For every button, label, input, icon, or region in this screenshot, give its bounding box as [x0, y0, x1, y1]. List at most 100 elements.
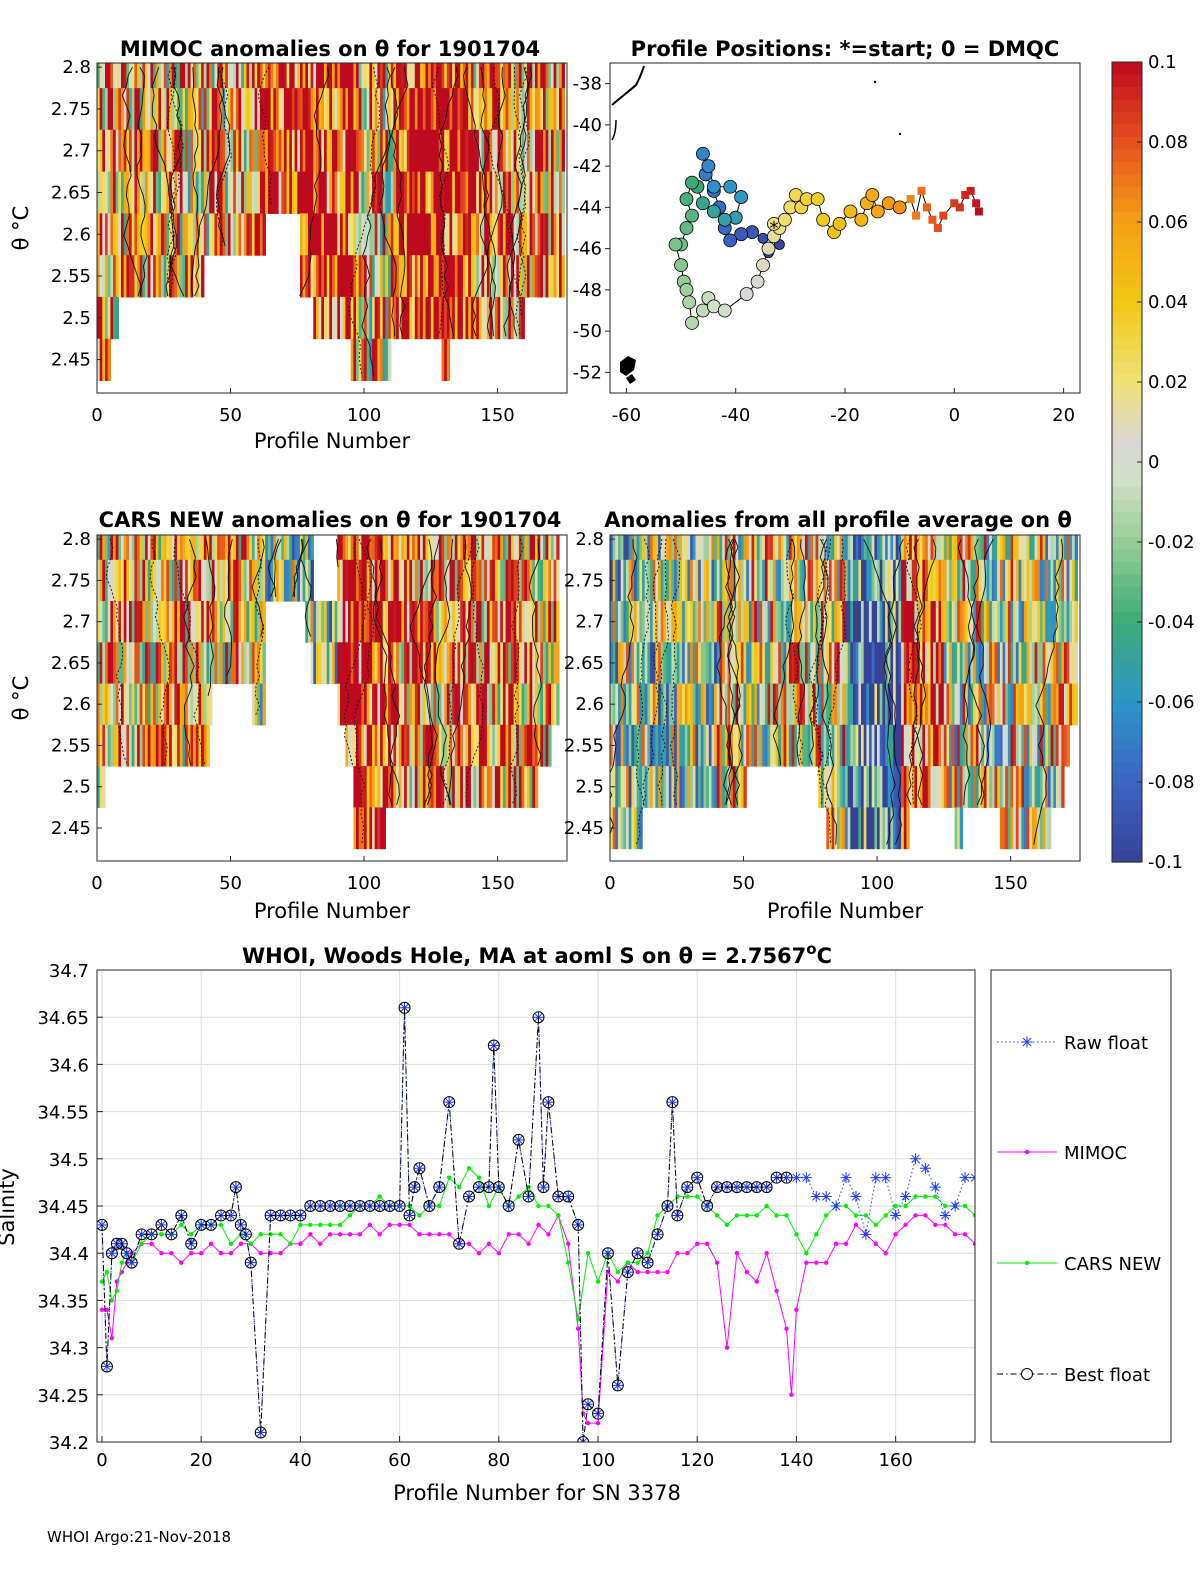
heatmap-cell [489, 88, 493, 131]
heatmap-cell [1002, 535, 1006, 561]
contour-line [190, 67, 225, 297]
heatmap-cell [492, 296, 496, 340]
heatmap-cell [650, 766, 654, 808]
heatmap-cell [492, 171, 496, 214]
heatmap-cell [529, 255, 533, 298]
heatmap-cell [898, 535, 902, 561]
heatmap-cell [919, 601, 924, 643]
heatmap-cell [214, 171, 218, 214]
heatmap-cell [438, 766, 443, 808]
heatmap-cell [850, 807, 854, 850]
heatmap-cell [508, 535, 512, 561]
heatmap-cell [444, 63, 448, 89]
heatmap-cell [626, 683, 630, 726]
heatmap-cell [297, 171, 301, 214]
heatmap-cell [153, 683, 157, 726]
heatmap-cell [150, 683, 154, 726]
heatmap-cell [209, 559, 213, 602]
heatmap-cell [489, 171, 493, 214]
heatmap-cell [762, 535, 766, 561]
heatmap-cell [412, 171, 416, 214]
data-point [463, 1191, 475, 1203]
heatmap-cell [1034, 766, 1038, 808]
data-point [486, 1241, 492, 1246]
heatmap-cell [393, 88, 397, 131]
x-tick-label: 100 [860, 873, 894, 894]
heatmap-cell [532, 766, 536, 808]
heatmap-cell [730, 642, 734, 685]
heatmap-cell [674, 724, 678, 767]
heatmap-cell [318, 88, 322, 131]
heatmap-cell [695, 559, 699, 602]
heatmap-cell [513, 535, 517, 561]
heatmap-cell [364, 88, 368, 131]
data-point [741, 1181, 753, 1193]
heatmap-cell [1061, 601, 1065, 643]
heatmap-cell [743, 724, 747, 767]
heatmap-cell [145, 171, 149, 214]
salinity-chart-title: WHOI, Woods Hole, MA at aoml S on θ = 2.… [242, 940, 832, 968]
heatmap-cell [468, 129, 472, 173]
heatmap-cell [1064, 683, 1068, 726]
heatmap-cell [316, 171, 320, 214]
heatmap-cell [380, 129, 384, 173]
heatmap-cell [147, 88, 151, 131]
heatmap-cell [529, 559, 533, 602]
heatmap-cell [543, 63, 547, 89]
heatmap-cell [139, 255, 143, 298]
data-point [695, 1241, 700, 1246]
heatmap-cell [756, 535, 761, 561]
data-point [502, 1200, 515, 1212]
contour-line [136, 66, 148, 297]
heatmap-cell [871, 535, 875, 561]
heatmap-cell [409, 724, 413, 767]
contour-line [976, 538, 994, 806]
heatmap-cell [372, 296, 376, 340]
heatmap-cell [380, 296, 384, 340]
heatmap-cell [494, 171, 499, 214]
heatmap-cell [1005, 601, 1009, 643]
heatmap-cell [679, 601, 683, 643]
heatmap-cell [732, 601, 737, 643]
heatmap-cell [179, 535, 184, 561]
heatmap-cell [198, 63, 202, 89]
heatmap-cell [786, 601, 790, 643]
heatmap-cell [468, 535, 472, 561]
heatmap-cell [508, 766, 512, 808]
heatmap-cell [1005, 642, 1009, 685]
heatmap-cell [107, 213, 111, 256]
heatmap-cell [783, 642, 787, 685]
heatmap-cell [350, 559, 354, 602]
x-tick-label: 120 [680, 1450, 714, 1471]
heatmap-cell [441, 601, 445, 643]
data-point [298, 1222, 303, 1228]
heatmap-cell [500, 88, 504, 131]
colorbar-segment [1112, 199, 1142, 213]
heatmap-cell [500, 129, 504, 173]
heatmap-cell [390, 601, 395, 643]
heatmap-cell [476, 129, 480, 173]
track-point [761, 241, 776, 256]
heatmap-cell [521, 724, 525, 767]
heatmap-cell [994, 559, 998, 602]
heatmap-cell [829, 766, 833, 808]
heatmap-cell [428, 535, 432, 561]
heatmap-cell [909, 601, 913, 643]
heatmap-cell [388, 171, 392, 214]
y-tick-label: 2.65 [51, 653, 91, 674]
data-point [933, 1222, 938, 1228]
x-tick-label: 0 [949, 405, 960, 426]
heatmap-cell [540, 129, 544, 173]
heatmap-cell [821, 642, 825, 685]
data-point [903, 1203, 908, 1209]
heatmap-cell [909, 642, 913, 685]
heatmap-cell [350, 171, 354, 214]
data-point [417, 1213, 422, 1218]
heatmap-cell [316, 255, 320, 298]
heatmap-cell [150, 63, 154, 89]
heatmap-cell [369, 129, 373, 173]
heatmap-cell [1069, 535, 1073, 561]
heatmap-cell [823, 724, 827, 767]
contour-line [513, 67, 527, 317]
heatmap-cell [652, 683, 656, 726]
